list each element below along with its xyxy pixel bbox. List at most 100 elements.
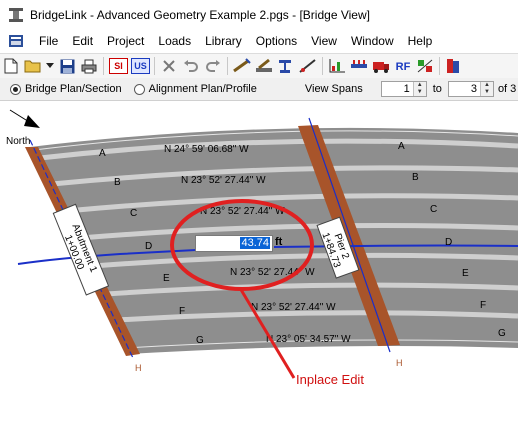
span-marker-h: H bbox=[396, 358, 403, 368]
menu-options[interactable]: Options bbox=[255, 34, 298, 48]
inplace-edit-input[interactable]: 43.74 bbox=[195, 235, 273, 252]
title-bar: BridgeLink - Advanced Geometry Example 2… bbox=[0, 0, 518, 30]
edit-pier-button[interactable] bbox=[254, 56, 274, 76]
bearing-label-c: N 23° 52' 27.44" W bbox=[200, 206, 285, 217]
document-system-menu-icon[interactable] bbox=[8, 33, 24, 49]
menu-project[interactable]: Project bbox=[107, 34, 145, 48]
girder-label-d: D bbox=[445, 237, 452, 248]
callout-label: Inplace Edit bbox=[296, 372, 364, 387]
bridge-deck bbox=[30, 127, 518, 354]
toolbar-separator bbox=[439, 57, 440, 75]
girder-label-e: E bbox=[163, 273, 170, 284]
girder-e bbox=[92, 252, 518, 269]
span-to-arrows[interactable]: ▲ ▼ bbox=[479, 82, 493, 96]
radio-unselected-indicator bbox=[133, 83, 145, 95]
span-from-arrows[interactable]: ▲ ▼ bbox=[412, 82, 426, 96]
spin-down-icon[interactable]: ▼ bbox=[483, 89, 490, 95]
graph-button[interactable] bbox=[327, 56, 347, 76]
delete-button[interactable] bbox=[159, 56, 179, 76]
load-rating-icon bbox=[373, 62, 389, 73]
to-label: to bbox=[432, 83, 442, 95]
north-label: North bbox=[6, 136, 30, 147]
girder-g bbox=[117, 310, 518, 323]
span-to-spinner[interactable]: 3 ▲ ▼ bbox=[447, 81, 494, 97]
girder-label-a: A bbox=[99, 148, 106, 159]
bearing-label-a: N 24° 59' 06.68" W bbox=[164, 144, 249, 155]
span-marker-h: H bbox=[135, 363, 142, 373]
edit-girder-button[interactable] bbox=[276, 56, 296, 76]
settings-button[interactable] bbox=[415, 56, 435, 76]
settings-icon bbox=[417, 59, 433, 73]
north-arrow bbox=[9, 109, 40, 128]
bearing-label-f: N 23° 52' 27.44" W bbox=[251, 302, 336, 313]
delete-icon bbox=[163, 60, 175, 72]
bearing-label-e: N 23° 52' 27.44" W bbox=[230, 267, 315, 278]
analysis-button[interactable] bbox=[349, 56, 369, 76]
girder-label-f: F bbox=[480, 300, 486, 311]
undo-icon bbox=[184, 60, 198, 72]
girder-f bbox=[105, 282, 518, 297]
save-icon bbox=[60, 59, 74, 73]
girder-label-g: G bbox=[196, 335, 204, 346]
girder-label-d: D bbox=[145, 241, 152, 252]
span-to-value[interactable]: 3 bbox=[470, 83, 477, 95]
new-file-button[interactable] bbox=[1, 56, 21, 76]
edit-pier-icon bbox=[256, 58, 272, 72]
alignment-plan-profile-radio[interactable]: Alignment Plan/Profile bbox=[133, 83, 257, 95]
menu-library[interactable]: Library bbox=[205, 34, 242, 48]
callout-pointer bbox=[238, 287, 296, 379]
load-rating-button[interactable] bbox=[371, 56, 391, 76]
edit-bridge-button[interactable] bbox=[232, 56, 252, 76]
redo-button[interactable] bbox=[203, 56, 223, 76]
edit-span-button[interactable] bbox=[298, 56, 318, 76]
undo-button[interactable] bbox=[181, 56, 201, 76]
menu-view[interactable]: View bbox=[311, 34, 337, 48]
view-spans-label: View Spans bbox=[304, 83, 363, 95]
new-file-icon bbox=[4, 58, 18, 74]
print-button[interactable] bbox=[79, 56, 99, 76]
rating-factor-button[interactable]: RF bbox=[393, 56, 413, 76]
inplace-edit-value[interactable]: 43.74 bbox=[240, 237, 270, 249]
girder-label-c: C bbox=[430, 204, 437, 215]
girder-label-e: E bbox=[462, 268, 469, 279]
spin-up-icon[interactable]: ▲ bbox=[416, 82, 423, 88]
menu-window[interactable]: Window bbox=[350, 34, 394, 48]
open-dropdown-button[interactable] bbox=[45, 56, 55, 76]
save-button[interactable] bbox=[57, 56, 77, 76]
dropdown-arrow-icon bbox=[46, 63, 54, 68]
menu-help[interactable]: Help bbox=[407, 34, 433, 48]
girder-c bbox=[65, 193, 518, 214]
si-units-icon: SI bbox=[108, 58, 128, 74]
toolbar-separator bbox=[103, 57, 104, 75]
us-units-button[interactable]: US bbox=[130, 56, 150, 76]
girder-b bbox=[51, 165, 518, 187]
spin-up-icon[interactable]: ▲ bbox=[483, 82, 490, 88]
pier-2-centerline bbox=[308, 117, 391, 353]
report-button[interactable] bbox=[444, 56, 464, 76]
girder-label-g: G bbox=[498, 328, 506, 339]
open-button[interactable] bbox=[23, 56, 43, 76]
analysis-icon bbox=[351, 60, 367, 68]
menu-file[interactable]: File bbox=[39, 34, 59, 48]
edit-span-icon bbox=[299, 59, 316, 73]
girder-d bbox=[79, 223, 518, 241]
inplace-edit-unit: ft bbox=[275, 236, 283, 248]
alignment-line bbox=[17, 244, 518, 265]
span-from-value[interactable]: 1 bbox=[403, 83, 410, 95]
graph-icon bbox=[329, 59, 345, 73]
span-from-spinner[interactable]: 1 ▲ ▼ bbox=[380, 81, 427, 97]
girder-label-a: A bbox=[398, 141, 405, 152]
bearing-label-b: N 23° 52' 27.44" W bbox=[181, 175, 266, 186]
menu-loads[interactable]: Loads bbox=[158, 34, 192, 48]
bridge-plan-section-radio[interactable]: Bridge Plan/Section bbox=[10, 83, 122, 95]
radio-selected-indicator bbox=[10, 83, 21, 95]
window-title: BridgeLink - Advanced Geometry Example 2… bbox=[30, 8, 370, 22]
us-units-icon: US bbox=[130, 58, 150, 74]
of-spans-label: of 3 Spans bbox=[497, 83, 518, 95]
bridge-view-canvas[interactable]: North A B C D E F G A B C D E F G N 24° … bbox=[0, 101, 518, 428]
alignment-plan-profile-label: Alignment Plan/Profile bbox=[148, 83, 257, 95]
si-units-button[interactable]: SI bbox=[108, 56, 128, 76]
spin-down-icon[interactable]: ▼ bbox=[416, 89, 423, 95]
girder-label-f: F bbox=[179, 306, 185, 317]
menu-edit[interactable]: Edit bbox=[72, 34, 94, 48]
